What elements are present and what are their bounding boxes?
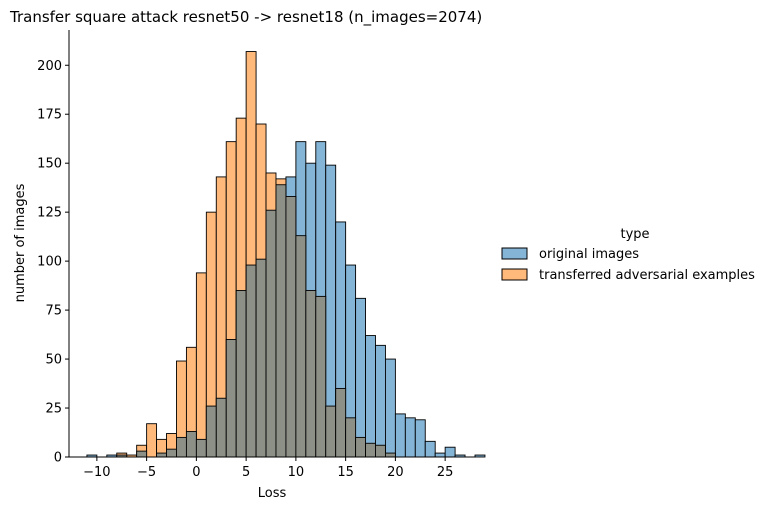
original-images-bar <box>375 344 386 458</box>
original-images-bar <box>424 440 436 458</box>
legend-swatch-adversarial <box>501 268 528 281</box>
overlap-bar <box>215 397 227 458</box>
overlap-bar <box>245 264 257 458</box>
y-axis-label: number of images <box>13 183 28 302</box>
original-images-bar <box>365 335 376 458</box>
overlap-bar <box>355 436 366 458</box>
x-axis: −10 −5 0 5 10 15 20 25 <box>69 456 476 480</box>
adversarial-examples-bar <box>195 272 207 458</box>
x-axis-label: Loss <box>258 486 287 501</box>
adversarial-examples-bar <box>146 423 158 458</box>
original-images-bar <box>414 419 426 458</box>
overlap-bar <box>265 209 277 458</box>
y-axis: 0 25 50 75 100 125 150 175 200 <box>37 30 70 466</box>
overlap-bar <box>136 450 148 458</box>
overlap-bar <box>325 405 337 458</box>
legend-swatch-original <box>501 247 528 260</box>
x-tick-label: −5 <box>137 465 156 480</box>
x-tick-label: 20 <box>387 465 404 480</box>
legend-label-adversarial: transferred adversarial examples <box>539 268 755 283</box>
y-tick-label: 150 <box>37 157 62 172</box>
x-tick-label: 10 <box>288 465 305 480</box>
x-tick-label: 25 <box>437 465 454 480</box>
x-tick-label: 5 <box>242 465 250 480</box>
y-tick-label: 200 <box>37 59 62 74</box>
overlap-bar <box>166 448 177 458</box>
x-tick-label: 15 <box>337 465 354 480</box>
overlap-bar <box>195 438 207 458</box>
y-tick-label: 75 <box>45 304 62 319</box>
original-images-bar <box>474 454 486 458</box>
overlap-bar <box>345 417 357 458</box>
overlap-bar <box>255 258 267 458</box>
overlap-bar <box>305 290 317 458</box>
overlap-bar <box>315 295 327 458</box>
original-images-bar <box>444 446 456 458</box>
overlap-bar <box>285 196 297 458</box>
overlap-bar <box>375 444 386 458</box>
y-tick-label: 175 <box>37 108 62 123</box>
overlap-bar <box>295 235 307 458</box>
y-tick-label: 125 <box>37 206 62 221</box>
y-tick-label: 0 <box>54 451 62 466</box>
overlap-bar <box>156 452 167 458</box>
legend-label-original: original images <box>539 247 639 262</box>
y-tick-label: 25 <box>45 402 62 417</box>
overlap-bar <box>205 405 217 458</box>
overlap-bar <box>176 436 187 458</box>
overlap-bar <box>275 184 287 458</box>
overlap-bar <box>185 431 197 458</box>
original-images-bar <box>355 297 366 458</box>
y-tick-label: 100 <box>37 255 62 270</box>
overlap-bar <box>335 387 347 458</box>
original-images-bar <box>384 358 396 458</box>
x-tick-label: −10 <box>83 465 110 480</box>
original-images-bar <box>394 413 406 458</box>
legend-title: type <box>620 227 649 242</box>
original-images-bar <box>404 417 416 458</box>
original-images-bar <box>434 452 446 458</box>
overlap-bar <box>225 339 237 458</box>
legend: type original images transferred adversa… <box>501 227 755 283</box>
y-tick-label: 50 <box>45 353 62 368</box>
overlap-bars <box>116 184 396 458</box>
overlap-bar <box>384 452 396 458</box>
overlap-bar <box>235 290 247 458</box>
overlap-bar <box>365 442 376 458</box>
chart-title: Transfer square attack resnet50 -> resne… <box>9 8 482 27</box>
x-tick-label: 0 <box>192 465 200 480</box>
